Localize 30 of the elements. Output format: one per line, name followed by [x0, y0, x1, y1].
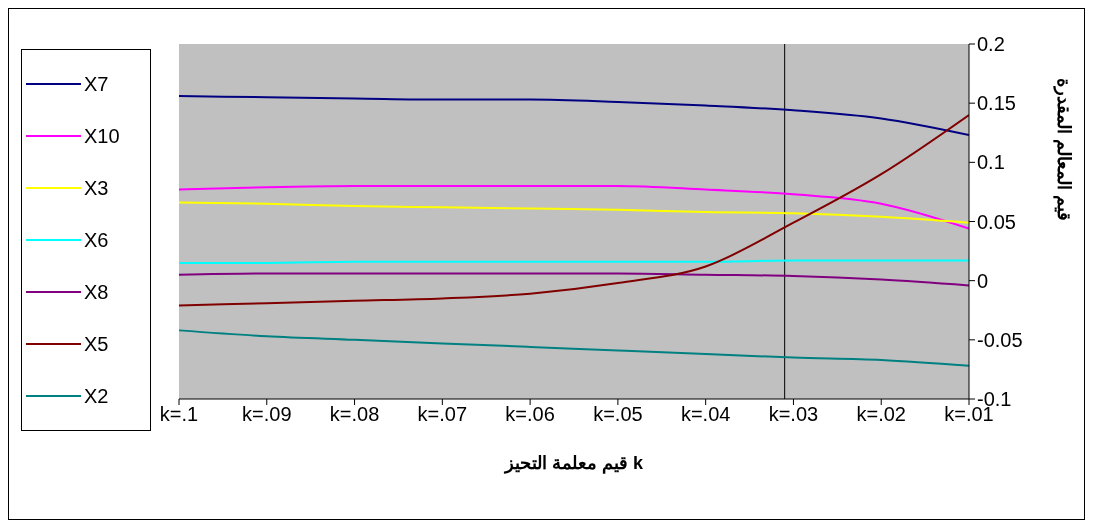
y-tick-label: 0.15: [977, 92, 1016, 115]
legend-label: X6: [84, 228, 109, 252]
x-tick-label: k=.06: [505, 403, 555, 426]
x-tick-label: k=.07: [417, 403, 468, 426]
legend-label: X3: [84, 176, 109, 200]
x-tick-label: k=.05: [593, 403, 643, 426]
x-tick-label: k=.08: [329, 403, 380, 426]
x-tick-label: k=.03: [768, 403, 819, 426]
line-series: [179, 272, 969, 287]
x-tick-label: k=.09: [242, 403, 292, 426]
x-tick-label: k=.04: [680, 403, 731, 426]
legend-label: X2: [84, 384, 109, 408]
y-tick-label: 0.2: [977, 33, 1005, 56]
y-tick-label: 0: [977, 269, 989, 292]
legend-label: X8: [84, 280, 109, 304]
legend-label: X7: [84, 72, 109, 96]
line-series: [179, 95, 969, 137]
line-series: [179, 201, 969, 224]
y-tick-label: 0.05: [977, 210, 1016, 233]
legend-label: X10: [84, 124, 120, 148]
legend-label: X5: [84, 332, 109, 356]
x-tick-label: k=.1: [159, 403, 199, 426]
y-tick-label: 0.1: [977, 151, 1005, 174]
line-series: [179, 114, 969, 307]
line-series: [179, 185, 969, 230]
y-tick-label: -0.05: [977, 328, 1023, 351]
x-tick-label: k=.02: [856, 403, 906, 426]
y-axis-title: قيم المعالم المقدرة: [1052, 78, 1074, 222]
line-series: [179, 329, 969, 367]
x-axis-title: قيم معلمة التحيز k: [502, 453, 644, 474]
